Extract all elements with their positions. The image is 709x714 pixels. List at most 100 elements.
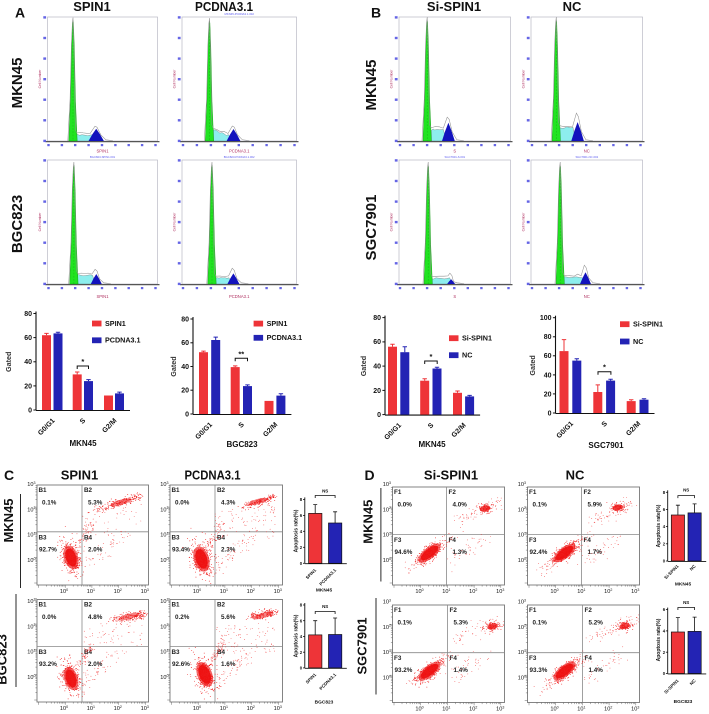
- svg-text:102: 102: [518, 506, 526, 513]
- svg-text:BGC823: BGC823: [674, 699, 693, 705]
- svg-text:SGC7901: SGC7901: [355, 617, 370, 674]
- svg-text:Gated: Gated: [528, 355, 537, 375]
- svg-text:0.0%: 0.0%: [42, 614, 57, 621]
- svg-text:1.4%: 1.4%: [589, 667, 604, 674]
- svg-text:2.0%: 2.0%: [88, 546, 103, 553]
- svg-text:BGC823: BGC823: [9, 195, 26, 253]
- svg-text:PCDNA3.1: PCDNA3.1: [195, 0, 253, 14]
- svg-text:2: 2: [663, 541, 666, 546]
- svg-text:NC: NC: [689, 563, 698, 572]
- svg-text:102: 102: [604, 588, 612, 595]
- svg-text:102: 102: [247, 588, 255, 595]
- svg-text:S: S: [427, 422, 435, 430]
- svg-text:Apoptosis rate(%): Apoptosis rate(%): [293, 509, 299, 552]
- svg-text:B2: B2: [217, 487, 226, 494]
- svg-text:Gated: Gated: [169, 356, 178, 376]
- svg-text:0: 0: [28, 407, 32, 414]
- svg-text:103: 103: [631, 588, 639, 595]
- svg-text:*: *: [603, 363, 606, 372]
- svg-text:4: 4: [663, 629, 666, 634]
- svg-text:F4: F4: [585, 655, 593, 662]
- svg-text:102: 102: [518, 624, 526, 631]
- svg-text:SPIN1: SPIN1: [96, 149, 109, 154]
- svg-text:Apoptosis rate(%): Apoptosis rate(%): [656, 618, 662, 661]
- svg-text:20: 20: [24, 383, 32, 390]
- svg-text:103: 103: [160, 598, 168, 605]
- svg-text:1.3%: 1.3%: [453, 549, 468, 556]
- svg-text:5.9%: 5.9%: [588, 502, 603, 509]
- svg-text:0: 0: [300, 561, 303, 566]
- svg-text:B3: B3: [172, 649, 181, 656]
- svg-text:F1: F1: [529, 489, 537, 496]
- svg-text:BGC823: BGC823: [0, 634, 10, 685]
- svg-text:PCDNA3.1: PCDNA3.1: [185, 468, 241, 483]
- svg-text:2: 2: [300, 650, 303, 655]
- svg-text:100: 100: [518, 557, 526, 564]
- svg-text:102: 102: [160, 623, 168, 630]
- svg-text:0.0%: 0.0%: [398, 502, 413, 509]
- svg-text:103: 103: [141, 588, 149, 595]
- svg-text:100: 100: [27, 674, 35, 681]
- svg-text:NC: NC: [566, 468, 585, 483]
- svg-text:NS: NS: [322, 488, 328, 493]
- svg-text:100: 100: [160, 557, 168, 564]
- svg-text:100: 100: [415, 705, 423, 712]
- svg-text:4: 4: [300, 634, 303, 639]
- svg-text:F4: F4: [449, 537, 457, 544]
- svg-text:Cell Number: Cell Number: [522, 69, 526, 89]
- svg-text:101: 101: [220, 588, 228, 595]
- svg-text:100: 100: [518, 674, 526, 681]
- svg-text:101: 101: [27, 532, 35, 539]
- svg-text:BGC823: BGC823: [226, 440, 258, 449]
- svg-text:101: 101: [383, 532, 391, 539]
- svg-text:MKN45: MKN45: [1, 498, 16, 542]
- svg-text:B1: B1: [39, 602, 48, 609]
- svg-text:93.3%: 93.3%: [530, 667, 548, 674]
- svg-text:101: 101: [518, 649, 526, 656]
- svg-text:MKN45: MKN45: [69, 439, 97, 448]
- svg-text:4.8%: 4.8%: [88, 614, 103, 621]
- svg-text:C: C: [4, 467, 14, 483]
- svg-text:F2: F2: [584, 489, 592, 496]
- svg-text:Cell Number: Cell Number: [173, 212, 177, 232]
- svg-text:103: 103: [518, 598, 526, 605]
- svg-text:6: 6: [300, 513, 303, 518]
- svg-text:F2: F2: [449, 489, 457, 496]
- svg-text:F3: F3: [394, 537, 402, 544]
- svg-text:B2: B2: [84, 602, 93, 609]
- svg-text:4.3%: 4.3%: [221, 500, 236, 507]
- svg-text:S: S: [79, 417, 87, 425]
- svg-text:SPIN1: SPIN1: [61, 468, 99, 483]
- svg-text:Si-SPIN1: Si-SPIN1: [633, 320, 663, 329]
- svg-text:NC: NC: [563, 0, 582, 14]
- svg-text:Apoptosis rate(%): Apoptosis rate(%): [656, 504, 662, 547]
- svg-text:103: 103: [518, 481, 526, 488]
- svg-text:SPIN1: SPIN1: [267, 319, 288, 328]
- svg-text:100: 100: [27, 557, 35, 564]
- svg-text:0: 0: [663, 559, 666, 564]
- svg-text:MKN45: MKN45: [418, 440, 446, 449]
- svg-text:20: 20: [544, 391, 552, 398]
- svg-text:103: 103: [383, 598, 391, 605]
- svg-text:80: 80: [181, 316, 189, 323]
- svg-text:B: B: [371, 5, 381, 21]
- svg-text:8: 8: [300, 497, 303, 502]
- svg-text:MKN45: MKN45: [361, 500, 376, 544]
- svg-text:Cell Number: Cell Number: [38, 212, 42, 232]
- svg-text:6: 6: [663, 507, 666, 512]
- svg-text:NC: NC: [584, 294, 590, 299]
- svg-text:103: 103: [383, 481, 391, 488]
- svg-text:B1: B1: [172, 602, 181, 609]
- svg-text:0.2%: 0.2%: [175, 614, 190, 621]
- svg-text:5.3%: 5.3%: [454, 620, 469, 627]
- svg-text:40: 40: [373, 364, 381, 371]
- svg-text:F3: F3: [529, 655, 537, 662]
- svg-text:100: 100: [383, 674, 391, 681]
- svg-text:100: 100: [550, 705, 558, 712]
- svg-text:1.4%: 1.4%: [454, 667, 469, 674]
- svg-text:NS: NS: [683, 600, 689, 605]
- svg-text:100: 100: [540, 315, 552, 322]
- svg-text:Cell Number: Cell Number: [173, 69, 177, 89]
- svg-text:103: 103: [27, 598, 35, 605]
- svg-text:103: 103: [274, 588, 282, 595]
